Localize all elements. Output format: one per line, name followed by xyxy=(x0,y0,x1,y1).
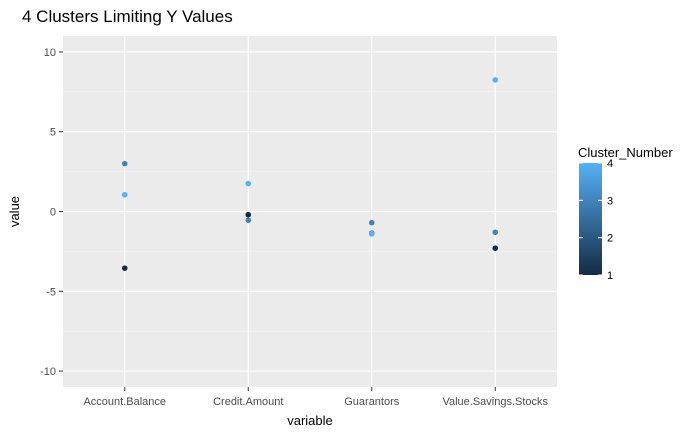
y-tick-label: 10 xyxy=(44,47,56,59)
x-tick-label: Value.Savings.Stocks xyxy=(442,396,548,408)
data-point xyxy=(245,180,252,187)
data-point xyxy=(121,160,128,167)
x-axis-title: variable xyxy=(287,413,333,428)
major-grid xyxy=(63,36,557,387)
legend-title: Cluster_Number xyxy=(578,145,673,160)
chart-title: 4 Clusters Limiting Y Values xyxy=(22,7,233,26)
legend-label: 1 xyxy=(607,270,613,282)
data-point xyxy=(492,229,499,236)
x-axis: Account.Balance Credit.Amount Guarantors Va… xyxy=(83,387,549,408)
data-point xyxy=(492,77,499,83)
y-tick-label: -5 xyxy=(46,286,56,298)
legend-label: 3 xyxy=(607,195,613,207)
data-point xyxy=(492,245,499,251)
legend-colorbar xyxy=(579,163,602,275)
y-tick-label: -10 xyxy=(40,366,56,378)
x-tick-label: Guarantors xyxy=(344,396,400,408)
y-axis-title: value xyxy=(7,196,22,227)
legend-label: 2 xyxy=(607,233,613,245)
y-axis: -10 -5 0 5 10 xyxy=(40,47,63,378)
data-point xyxy=(245,211,252,218)
y-tick-label: 0 xyxy=(50,207,56,219)
data-point xyxy=(368,231,375,237)
data-point xyxy=(245,217,252,224)
legend-label: 4 xyxy=(607,158,613,170)
data-point xyxy=(121,265,128,271)
x-tick-label: Credit.Amount xyxy=(213,396,283,408)
legend: Cluster_Number 1 2 3 4 xyxy=(578,145,673,282)
data-point xyxy=(121,191,128,198)
minor-grid xyxy=(63,91,557,332)
data-points xyxy=(121,77,499,271)
x-tick-label: Account.Balance xyxy=(83,396,166,408)
y-tick-label: 5 xyxy=(50,127,56,139)
data-point xyxy=(368,219,375,226)
